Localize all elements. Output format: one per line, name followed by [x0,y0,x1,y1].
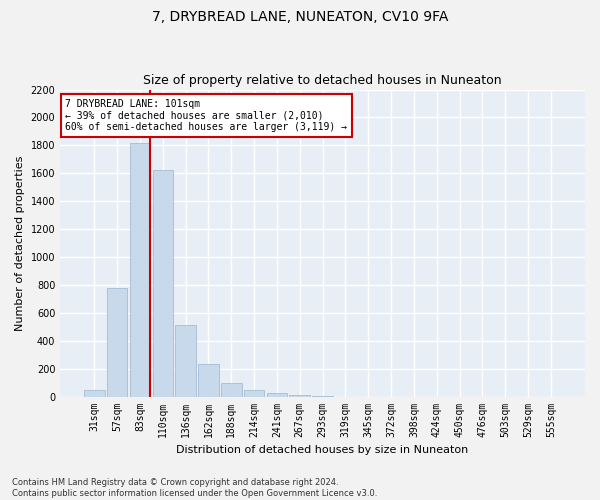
Bar [266,392,287,396]
Bar [152,170,173,396]
Bar [198,364,219,396]
X-axis label: Distribution of detached houses by size in Nuneaton: Distribution of detached houses by size … [176,445,469,455]
Title: Size of property relative to detached houses in Nuneaton: Size of property relative to detached ho… [143,74,502,87]
Text: 7 DRYBREAD LANE: 101sqm
← 39% of detached houses are smaller (2,010)
60% of semi: 7 DRYBREAD LANE: 101sqm ← 39% of detache… [65,99,347,132]
Bar [84,390,104,396]
Bar [107,288,127,397]
Text: Contains HM Land Registry data © Crown copyright and database right 2024.
Contai: Contains HM Land Registry data © Crown c… [12,478,377,498]
Bar [244,390,265,396]
Bar [289,395,310,396]
Text: 7, DRYBREAD LANE, NUNEATON, CV10 9FA: 7, DRYBREAD LANE, NUNEATON, CV10 9FA [152,10,448,24]
Bar [221,382,242,396]
Bar [130,142,150,396]
Y-axis label: Number of detached properties: Number of detached properties [15,156,25,330]
Bar [175,326,196,396]
